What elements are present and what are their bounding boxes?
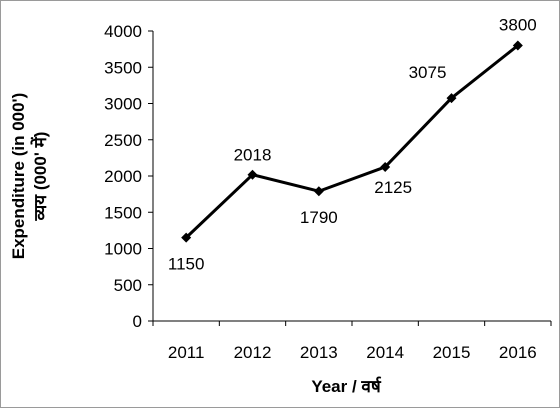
data-label: 1790 (300, 208, 338, 227)
x-tick-label: 2012 (234, 343, 272, 362)
y-tick-label: 3000 (104, 95, 142, 114)
x-tick-label: 2014 (366, 343, 404, 362)
data-point (313, 186, 324, 197)
plot-area: 1150 2018 1790 2125 3075 3800 (168, 16, 537, 274)
x-tick-label: 2016 (499, 343, 537, 362)
data-label: 3800 (499, 16, 537, 35)
data-label: 2018 (234, 146, 272, 165)
data-label: 3075 (409, 63, 447, 82)
y-axis: 0 500 1000 1500 2000 2500 3000 3500 4000 (104, 22, 154, 331)
y-tick-label: 1500 (104, 203, 142, 222)
data-point (181, 232, 192, 243)
y-axis-title: Expenditure (in 000') (9, 93, 28, 260)
x-tick-label: 2011 (168, 343, 205, 362)
x-tick-label: 2015 (433, 343, 471, 362)
y-tick-label: 3500 (104, 58, 142, 77)
x-axis-title: Year / वर्ष (311, 376, 382, 396)
y-axis-title-hindi: व्यय (000' में) (30, 132, 50, 222)
y-tick-label: 4000 (104, 22, 142, 41)
y-tick-label: 0 (133, 312, 142, 331)
y-tick-label: 2500 (104, 131, 142, 150)
data-point (446, 93, 457, 104)
x-tick-label: 2013 (300, 343, 338, 362)
data-point (512, 40, 523, 51)
data-point (380, 161, 391, 172)
data-label: 1150 (168, 255, 205, 274)
data-label: 2125 (374, 178, 412, 197)
y-tick-label: 500 (114, 276, 142, 295)
y-tick-label: 2000 (104, 167, 142, 186)
x-axis: 2011 2012 2013 2014 2015 2016 (152, 320, 552, 362)
y-tick-label: 1000 (104, 240, 142, 259)
series-line (185, 44, 519, 239)
data-point (247, 169, 258, 180)
